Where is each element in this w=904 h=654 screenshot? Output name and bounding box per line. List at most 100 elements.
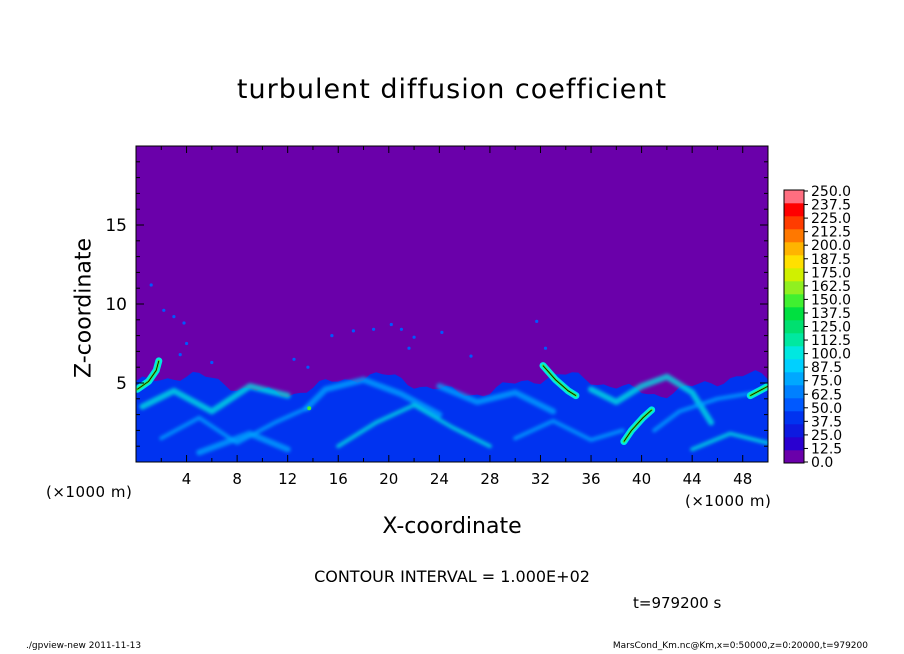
colorbar-label: 62.5 xyxy=(811,387,842,403)
colorbar-band xyxy=(784,372,804,386)
colorbar-label: 150.0 xyxy=(811,292,851,308)
colorbar-label: 137.5 xyxy=(811,306,851,322)
speck xyxy=(351,329,355,333)
contour-interval: CONTOUR INTERVAL = 1.000E+02 xyxy=(314,567,590,586)
colorbar-band xyxy=(784,450,804,464)
colorbar-band xyxy=(784,203,804,217)
colorbar-band xyxy=(784,333,804,347)
colorbar-band xyxy=(784,437,804,451)
plot-area xyxy=(136,146,768,462)
colorbar: 0.012.525.037.550.062.575.087.5100.0112.… xyxy=(783,184,851,471)
x-tick-label: 16 xyxy=(329,470,348,488)
x-tick-label: 40 xyxy=(632,470,651,488)
speck xyxy=(210,360,214,365)
colorbar-label: 125.0 xyxy=(811,320,851,336)
x-tick-label: 12 xyxy=(278,470,297,488)
colorbar-label: 212.5 xyxy=(811,225,851,241)
x-tick-label: 24 xyxy=(430,470,449,488)
speck xyxy=(372,327,376,331)
streak xyxy=(652,390,758,433)
colorbar-label: 75.0 xyxy=(811,374,842,390)
colorbar-label: 250.0 xyxy=(811,184,851,200)
colorbar-band xyxy=(784,216,804,230)
chart-title: turbulent diffusion coefficient xyxy=(236,74,668,105)
footer-right: MarsCond_Km.nc@Km,x=0:50000,z=0:20000,t=… xyxy=(612,641,868,651)
colorbar-label: 12.5 xyxy=(811,441,842,457)
colorbar-label: 50.0 xyxy=(811,401,842,417)
peak-contour xyxy=(623,409,652,442)
x-tick-label: 32 xyxy=(531,470,550,488)
y-tick-label: 15 xyxy=(105,216,127,236)
speck xyxy=(162,308,166,312)
time-label: t=979200 s xyxy=(633,594,722,612)
peak-contour xyxy=(137,360,160,390)
colorbar-band xyxy=(784,242,804,256)
speck xyxy=(399,327,403,331)
x-tick-label: 44 xyxy=(683,470,702,488)
peak-contour xyxy=(542,365,577,396)
x-tick-label: 48 xyxy=(733,470,752,488)
footer-left: ./gpview-new 2011-11-13 xyxy=(26,641,142,651)
speck xyxy=(306,365,310,369)
peak-contour xyxy=(750,385,768,396)
x-axis-label: X-coordinate xyxy=(382,514,522,539)
colorbar-label: 112.5 xyxy=(811,333,851,349)
colorbar-band xyxy=(784,320,804,334)
colorbar-band xyxy=(784,294,804,308)
colorbar-band xyxy=(784,359,804,373)
colorbar-band xyxy=(784,190,804,204)
colorbar-band xyxy=(784,346,804,360)
upper-specks xyxy=(149,283,548,369)
streak xyxy=(513,418,625,442)
peak-filaments xyxy=(136,357,768,445)
colorbar-band xyxy=(784,281,804,295)
colorbar-band xyxy=(784,229,804,243)
colorbar-label: 162.5 xyxy=(811,279,851,295)
speck xyxy=(149,283,153,287)
y-tick-label: 10 xyxy=(105,295,127,315)
x-unit-right: (×1000 m) xyxy=(685,492,772,510)
streak xyxy=(159,406,309,445)
x-tick-label: 8 xyxy=(232,470,242,488)
colorbar-label: 37.5 xyxy=(811,414,842,430)
peak-dot xyxy=(307,406,312,411)
y-axis-label: Z-coordinate xyxy=(71,238,97,378)
streak xyxy=(139,383,291,415)
colorbar-label: 187.5 xyxy=(811,252,851,268)
colorbar-band xyxy=(784,398,804,412)
colorbar-label: 100.0 xyxy=(811,347,851,363)
turbulence-streaks xyxy=(139,373,768,456)
streak xyxy=(336,403,492,449)
speck xyxy=(292,357,296,361)
turbulent-layer xyxy=(136,370,768,462)
speck xyxy=(440,330,444,334)
colorbar-label: 175.0 xyxy=(811,265,851,281)
colorbar-label: 87.5 xyxy=(811,360,842,376)
colorbar-band xyxy=(784,307,804,321)
colorbar-label: 25.0 xyxy=(811,428,842,444)
colorbar-label: 0.0 xyxy=(811,455,833,471)
speck xyxy=(469,354,473,358)
colorbar-label: 237.5 xyxy=(811,198,851,214)
streak xyxy=(196,430,291,456)
colorbar-band xyxy=(784,385,804,399)
speck xyxy=(172,315,176,319)
y-axis: 5 10 15 xyxy=(105,161,768,447)
x-tick-label: 4 xyxy=(182,470,192,488)
x-tick-label: 36 xyxy=(581,470,600,488)
x-tick-label: 28 xyxy=(480,470,499,488)
streak xyxy=(303,376,443,418)
x-tick-label: 20 xyxy=(379,470,398,488)
colorbar-label: 200.0 xyxy=(811,238,851,254)
speck xyxy=(389,322,393,327)
streak xyxy=(588,373,715,426)
speck xyxy=(407,346,411,350)
speck xyxy=(178,353,182,357)
speck xyxy=(412,335,416,339)
speck xyxy=(185,341,189,346)
speck xyxy=(535,319,539,323)
speck xyxy=(182,321,186,325)
x-unit-left: (×1000 m) xyxy=(46,483,133,501)
colorbar-label: 225.0 xyxy=(811,211,851,227)
